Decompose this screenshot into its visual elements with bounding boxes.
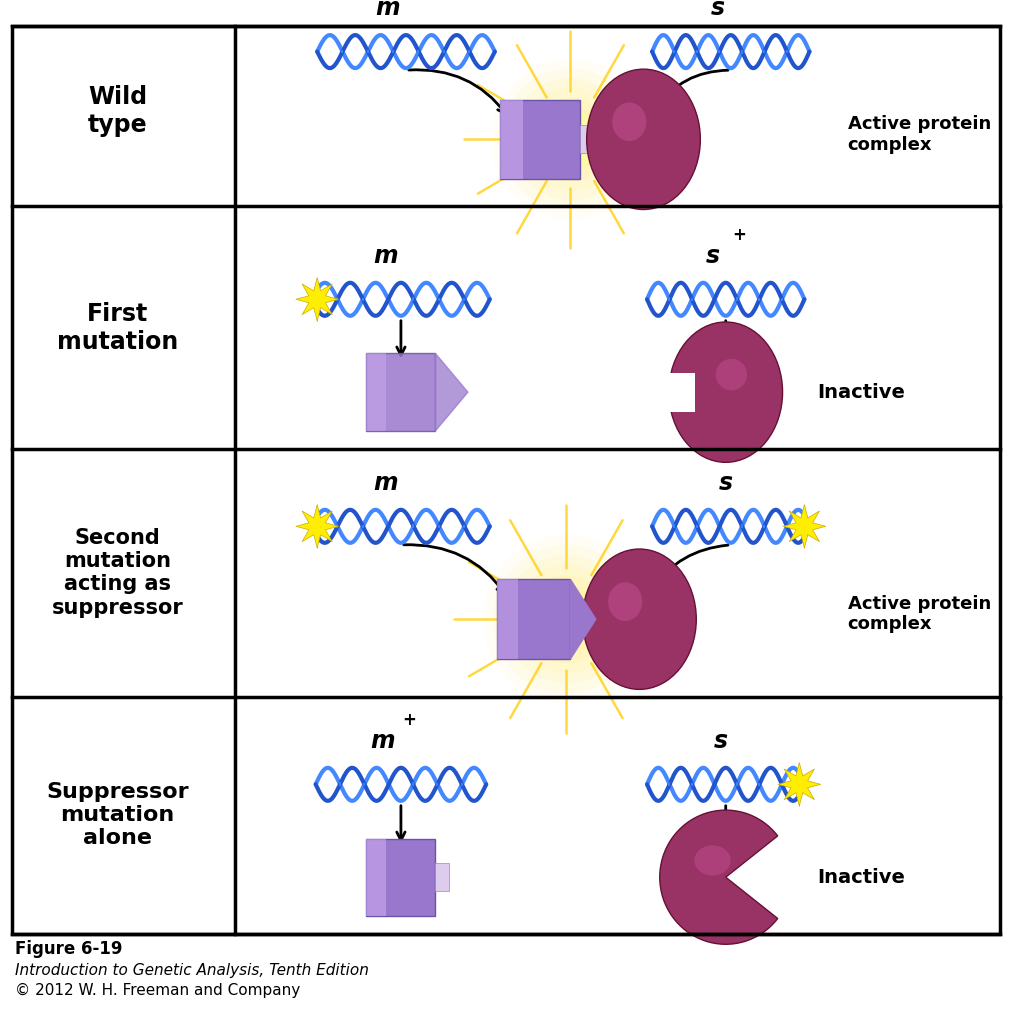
FancyBboxPatch shape bbox=[500, 100, 580, 180]
Text: s: s bbox=[714, 729, 728, 753]
Text: m: m bbox=[374, 244, 398, 268]
Polygon shape bbox=[296, 505, 338, 548]
Text: m: m bbox=[370, 729, 395, 753]
Bar bbox=[12, 26, 1000, 934]
Text: Wild
type: Wild type bbox=[88, 85, 147, 137]
FancyBboxPatch shape bbox=[366, 838, 386, 916]
Circle shape bbox=[503, 555, 629, 683]
FancyBboxPatch shape bbox=[366, 838, 435, 916]
Text: m: m bbox=[376, 0, 400, 21]
Polygon shape bbox=[784, 505, 825, 548]
FancyBboxPatch shape bbox=[366, 353, 435, 431]
Ellipse shape bbox=[612, 102, 647, 141]
Text: First
mutation: First mutation bbox=[57, 301, 179, 354]
Text: Introduction to Genetic Analysis, Tenth Edition: Introduction to Genetic Analysis, Tenth … bbox=[15, 963, 369, 977]
FancyBboxPatch shape bbox=[500, 100, 523, 180]
Text: Figure 6-19: Figure 6-19 bbox=[15, 940, 123, 959]
Text: Active protein
complex: Active protein complex bbox=[848, 115, 991, 154]
FancyBboxPatch shape bbox=[580, 125, 593, 153]
Ellipse shape bbox=[694, 845, 731, 875]
Circle shape bbox=[537, 589, 596, 649]
Text: Inactive: Inactive bbox=[817, 868, 905, 886]
Text: +: + bbox=[732, 226, 746, 245]
Circle shape bbox=[523, 575, 610, 664]
Text: m: m bbox=[374, 471, 398, 495]
Circle shape bbox=[483, 535, 650, 704]
Circle shape bbox=[514, 566, 619, 673]
Circle shape bbox=[529, 97, 612, 182]
Circle shape bbox=[543, 111, 598, 167]
FancyBboxPatch shape bbox=[497, 579, 570, 658]
Polygon shape bbox=[777, 763, 820, 806]
Text: Inactive: Inactive bbox=[817, 383, 905, 401]
Ellipse shape bbox=[608, 582, 642, 621]
Wedge shape bbox=[660, 810, 777, 944]
Circle shape bbox=[491, 59, 650, 220]
Circle shape bbox=[511, 78, 630, 200]
Polygon shape bbox=[435, 353, 468, 431]
Text: s: s bbox=[719, 471, 733, 495]
Text: Second
mutation
acting as
suppressor: Second mutation acting as suppressor bbox=[52, 528, 184, 617]
FancyBboxPatch shape bbox=[497, 579, 518, 658]
Circle shape bbox=[520, 88, 621, 191]
Text: Suppressor
mutation
alone: Suppressor mutation alone bbox=[47, 782, 189, 848]
Polygon shape bbox=[296, 278, 338, 321]
Ellipse shape bbox=[583, 549, 696, 689]
Ellipse shape bbox=[669, 322, 783, 462]
FancyBboxPatch shape bbox=[435, 863, 449, 892]
FancyBboxPatch shape bbox=[667, 373, 695, 412]
Circle shape bbox=[539, 107, 602, 171]
FancyBboxPatch shape bbox=[366, 353, 386, 431]
Ellipse shape bbox=[587, 69, 700, 209]
Text: +: + bbox=[402, 711, 416, 730]
Circle shape bbox=[533, 585, 600, 653]
Text: Active protein
complex: Active protein complex bbox=[848, 594, 991, 634]
Circle shape bbox=[500, 68, 640, 211]
Ellipse shape bbox=[716, 359, 747, 390]
Polygon shape bbox=[570, 580, 596, 658]
Text: s: s bbox=[705, 244, 720, 268]
Text: s: s bbox=[710, 0, 725, 21]
Circle shape bbox=[493, 545, 639, 694]
Text: © 2012 W. H. Freeman and Company: © 2012 W. H. Freeman and Company bbox=[15, 983, 300, 998]
